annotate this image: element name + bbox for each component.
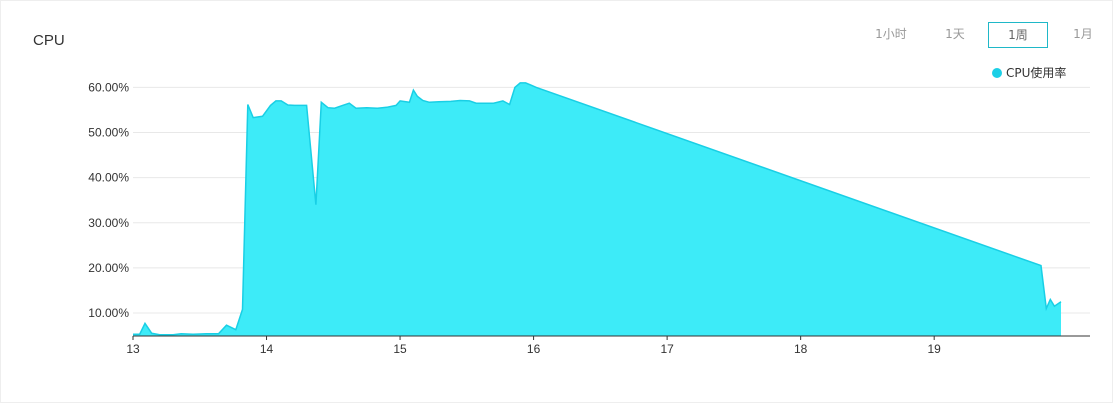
tab-1-month[interactable]: 1月 <box>1073 27 1093 41</box>
legend-label: CPU使用率 <box>1006 66 1067 80</box>
y-tick-label: 50.00% <box>88 126 129 140</box>
tab-1-day[interactable]: 1天 <box>945 27 965 41</box>
x-tick-label: 17 <box>660 342 674 356</box>
x-tick-label: 14 <box>260 342 274 356</box>
x-tick-label: 18 <box>794 342 808 356</box>
tab-1-week[interactable]: 1周 <box>988 22 1048 48</box>
series-area-cpu <box>133 82 1061 337</box>
y-tick-label: 20.00% <box>88 261 129 275</box>
chart-legend[interactable]: CPU使用率 <box>992 64 1066 81</box>
y-tick-label: 30.00% <box>88 216 129 230</box>
y-tick-label: 60.00% <box>88 80 129 94</box>
series-line-cpu <box>133 82 1062 336</box>
x-tick-label: 16 <box>527 342 541 356</box>
y-tick-label: 10.00% <box>88 306 129 320</box>
x-axis-ticks: 13 14 15 16 17 18 19 <box>126 336 941 356</box>
panel-title: CPU <box>33 32 65 49</box>
legend-marker <box>992 67 1002 78</box>
y-tick-label: 40.00% <box>88 171 129 185</box>
tab-1-hour[interactable]: 1小时 <box>875 27 907 41</box>
x-tick-label: 19 <box>927 342 941 356</box>
x-tick-label: 13 <box>126 342 140 356</box>
x-tick-label: 15 <box>393 342 407 356</box>
y-axis-ticks: 10.00% 20.00% 30.00% 40.00% 50.00% 60.00% <box>88 80 129 320</box>
time-range-tabs: 1小时 1天 1周 1月 <box>0 22 1113 48</box>
